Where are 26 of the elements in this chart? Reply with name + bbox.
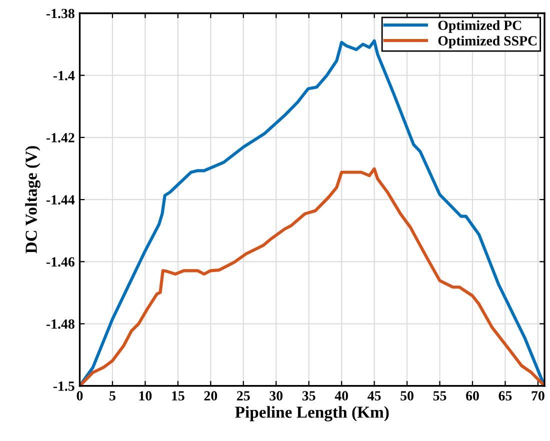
y-axis-title: DC Voltage (V) [25,146,40,254]
x-tick-label: 5 [110,391,116,401]
x-tick-label: 25 [237,391,250,401]
x-tick-label: 60 [466,391,479,401]
x-tick-label: 20 [204,391,218,401]
x-tick-label: 65 [498,391,512,401]
legend-label: Optimized SSPC [438,36,536,48]
y-tick-label: -1.38 [46,8,74,18]
x-tick-label: 40 [334,391,348,401]
x-axis-title: Pipeline Length (Km) [235,406,389,422]
x-tick-label: 30 [270,391,283,401]
y-tick-label: -1.44 [46,195,75,205]
x-tick-label: 15 [172,391,184,401]
x-tick-label: 70 [532,391,544,401]
y-tick-label: -1.48 [46,319,74,329]
x-tick-label: 45 [368,391,381,401]
x-tick-label: 55 [433,391,446,401]
y-tick-label: -1.46 [46,257,74,267]
x-tick-label: 50 [400,391,414,401]
y-tick-label: -1.5 [53,382,74,391]
x-tick-label: 10 [139,391,152,401]
legend-label: Optimized PC [438,20,522,33]
y-tick-label: -1.42 [46,133,74,142]
x-tick-label: 35 [302,391,316,401]
y-tick-label: -1.4 [53,70,75,80]
x-tick-label: 0 [76,391,83,401]
